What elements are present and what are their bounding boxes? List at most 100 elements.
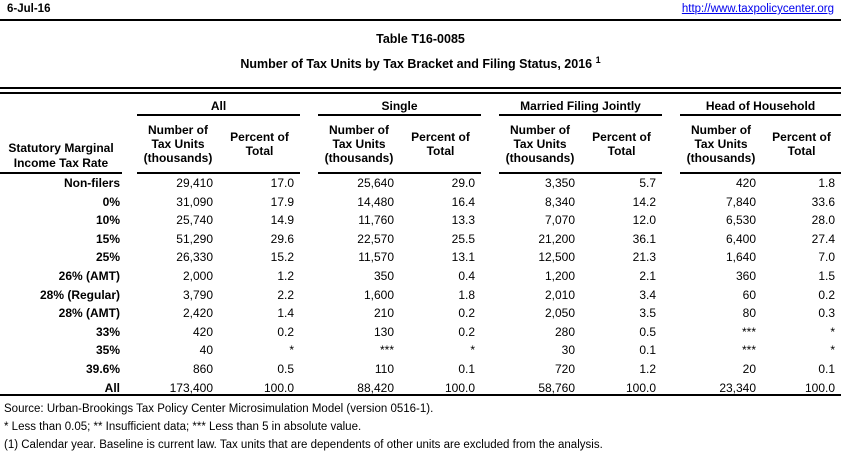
cell-percent: 25.5 [451, 231, 476, 246]
cell-number: 58,760 [538, 380, 576, 395]
column-gap [662, 94, 680, 115]
cell-number: 360 [735, 268, 757, 283]
cell-percent: * [830, 343, 836, 358]
cell-percent: 0.1 [639, 343, 657, 358]
column-gap [662, 323, 680, 342]
cell-number: 2,000 [182, 268, 213, 283]
cell-percent: * [830, 324, 836, 339]
footnote-calendar-year: (1) Calendar year. Baseline is current l… [4, 439, 603, 451]
column-gap [481, 230, 499, 249]
cell-number: 80 [742, 306, 757, 321]
cell-number: 210 [373, 306, 394, 321]
table-row: 10% 25,740 14.9 11,760 13.3 7,070 12.0 6,530 28.… [0, 211, 841, 230]
column-gap [481, 286, 499, 305]
column-gap [122, 323, 137, 342]
column-gap [481, 248, 499, 267]
cell-percent: 0.1 [458, 361, 476, 376]
column-gap [300, 211, 318, 230]
cell-percent: 0.4 [458, 268, 476, 283]
column-gap [481, 211, 499, 230]
table-body: Non-filers 29,410 17.0 25,640 29.0 3,350 5.7 42… [0, 173, 841, 397]
cell-number: 21,200 [538, 231, 576, 246]
column-gap [300, 341, 318, 360]
cell-percent: 0.3 [818, 306, 836, 321]
row-label: 10% [95, 213, 120, 228]
cell-percent: 14.9 [270, 213, 294, 228]
table-row: 28% (Regular) 3,790 2.2 1,600 1.8 2,010 3.4 60 0… [0, 286, 841, 305]
cell-percent: 13.1 [451, 250, 476, 265]
cell-percent: 29.6 [270, 231, 294, 246]
cell-number: 14,480 [357, 194, 394, 209]
cell-percent: 28.0 [811, 213, 836, 228]
row-label: 15% [95, 231, 120, 246]
cell-percent: * [470, 343, 476, 358]
group-header-all: All [137, 94, 300, 116]
subheader-number-single: Number of Tax Units (thousands) [318, 115, 400, 174]
page-header-strip: 6-Jul-16 http://www.taxpolicycenter.org [7, 3, 834, 15]
column-gap [300, 304, 318, 323]
site-url-link[interactable]: http://www.taxpolicycenter.org [681, 3, 834, 15]
cell-number: *** [742, 343, 757, 358]
cell-percent: 0.1 [818, 361, 836, 376]
column-gap [122, 248, 137, 267]
column-gap [662, 211, 680, 230]
row-label: 26% (AMT) [58, 268, 120, 283]
cell-percent: 0.2 [818, 287, 836, 302]
cell-percent: 1.8 [818, 176, 836, 190]
row-label: 28% (AMT) [58, 306, 120, 321]
group-header-row: Statutory Marginal Income Tax Rate All S… [0, 94, 841, 174]
cell-percent: 1.2 [639, 361, 657, 376]
subheader-percent-mfj: Percent of Total [581, 115, 663, 174]
cell-number: 420 [192, 324, 213, 339]
cell-number: 173,400 [169, 380, 213, 395]
cell-number: 7,070 [544, 213, 576, 228]
cell-percent: 29.0 [451, 176, 476, 190]
column-gap [481, 304, 499, 323]
column-gap [300, 193, 318, 212]
column-gap [300, 323, 318, 342]
column-gap [481, 173, 499, 193]
cell-percent: 0.2 [277, 324, 294, 339]
group-header-head-of-household: Head of Household [680, 94, 841, 116]
cell-percent: 0.2 [458, 324, 476, 339]
row-label: 35% [95, 343, 120, 358]
cell-number: 1,200 [544, 268, 576, 283]
cell-number: 3,790 [182, 287, 213, 302]
subheader-percent-hoh: Percent of Total [762, 115, 841, 174]
data-table: Statutory Marginal Income Tax Rate All S… [0, 94, 841, 397]
subheader-number-all: Number of Tax Units (thousands) [137, 115, 219, 174]
footnote-source: Source: Urban-Brookings Tax Policy Cente… [4, 403, 434, 415]
cell-percent: 12.0 [632, 213, 657, 228]
column-gap [300, 248, 318, 267]
cell-number: 31,090 [176, 194, 213, 209]
header-rule [0, 19, 841, 21]
column-gap [662, 360, 680, 379]
table-row: 33% 420 0.2 130 0.2 280 0.5 *** * [0, 323, 841, 342]
column-gap [122, 341, 137, 360]
cell-number: 420 [735, 176, 757, 190]
cell-percent: * [289, 343, 294, 358]
cell-percent: 21.3 [632, 250, 657, 265]
cell-percent: 1.8 [458, 287, 476, 302]
table-row: 28% (AMT) 2,420 1.4 210 0.2 2,050 3.5 80 0.3 [0, 304, 841, 323]
row-label: Non-filers [63, 176, 120, 190]
column-gap [300, 230, 318, 249]
cell-number: 51,290 [176, 231, 213, 246]
column-gap [122, 193, 137, 212]
cell-number: 12,500 [538, 250, 576, 265]
cell-percent: 1.2 [277, 268, 294, 283]
table-top-double-rule [0, 87, 841, 94]
column-gap [662, 286, 680, 305]
cell-percent: 1.5 [818, 268, 836, 283]
table-row: 15% 51,290 29.6 22,570 25.5 21,200 36.1 6,400 27… [0, 230, 841, 249]
column-gap [122, 94, 137, 115]
column-gap [122, 267, 137, 286]
column-gap [122, 173, 137, 193]
cell-percent: 16.4 [451, 194, 476, 209]
title-block: Table T16-0085 Number of Tax Units by Ta… [0, 29, 841, 75]
column-gap [662, 341, 680, 360]
cell-percent: 2.2 [277, 287, 294, 302]
cell-percent: 17.0 [270, 176, 294, 190]
column-gap [481, 267, 499, 286]
